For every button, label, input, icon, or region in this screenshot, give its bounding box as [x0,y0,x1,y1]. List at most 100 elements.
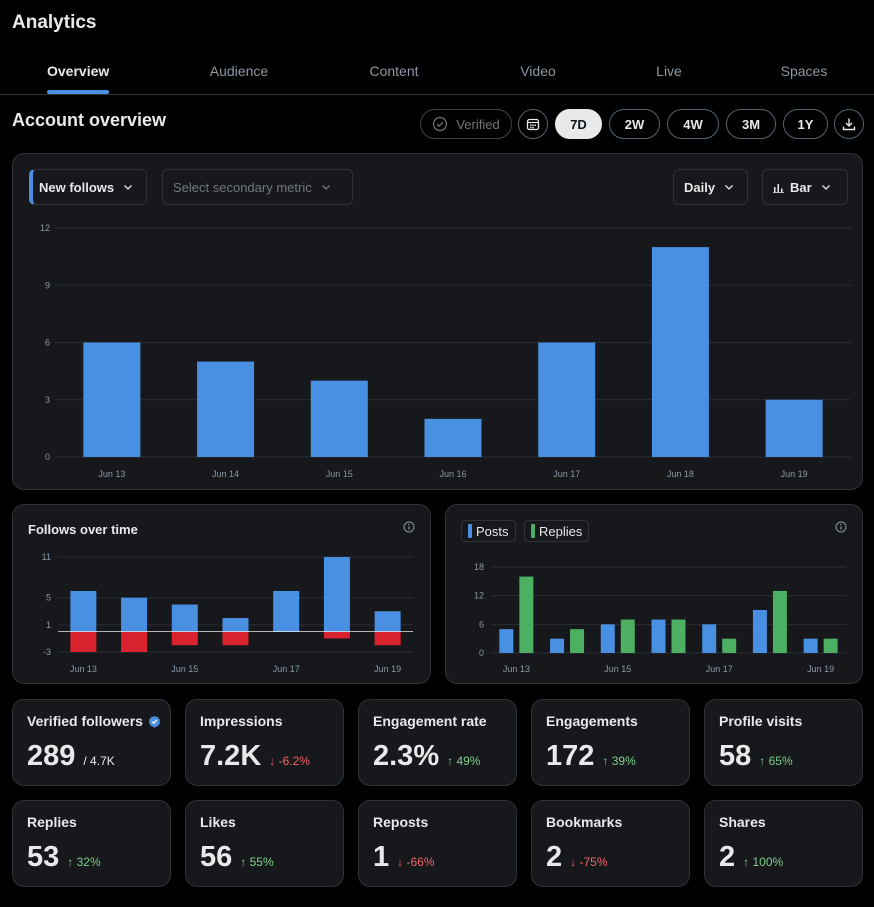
stat-label: Verified followers [27,713,161,729]
replies-bar [823,638,838,653]
download-icon [842,117,856,131]
stat-value-row: 56 ↑ 55% [200,841,274,874]
secondary-metric-dropdown[interactable]: Select secondary metric [162,169,353,205]
tab-spaces[interactable]: Spaces [780,63,828,79]
stat-label-text: Likes [200,814,236,830]
posts-bar [499,629,514,653]
x-tick-label: Jun 17 [706,664,733,674]
bar [310,380,368,457]
x-tick-label: Jun 16 [439,469,466,479]
posts-bar [600,624,615,653]
primary-metric-dropdown[interactable]: New follows [29,169,147,205]
tab-content[interactable]: Content [369,63,419,79]
y-tick-label: 5 [46,593,51,603]
follows-over-time-card: Follows over time -3 1 5 11 Jun 13 Jun 15 Jun … [12,504,431,684]
range-1y-button[interactable]: 1Y [783,109,828,139]
verified-filter-label: Verified [456,116,500,132]
bar-chart-icon [773,182,784,193]
stat-label-text: Engagements [546,713,638,729]
legend-posts[interactable]: Posts [461,520,516,542]
x-tick-label: Jun 19 [781,469,808,479]
tab-bar: Overview Audience Content Video Live Spa… [0,52,874,95]
bar [83,342,141,457]
legend-replies[interactable]: Replies [524,520,590,542]
verified-badge-icon [148,715,161,728]
x-tick-label: Jun 14 [212,469,239,479]
x-tick-label: Jun 13 [98,469,125,479]
range-4w-button[interactable]: 4W [667,109,719,139]
x-tick-label: Jun 17 [273,664,300,674]
tab-overview[interactable]: Overview [47,52,109,94]
stat-card-replies[interactable]: Replies 53 ↑ 32% [12,800,171,887]
gain-bar [70,590,97,632]
delta-up: ↑ 32% [67,855,101,869]
bar [538,342,596,457]
stat-label-text: Replies [27,814,77,830]
info-icon[interactable] [403,521,415,533]
stat-card-verified-followers[interactable]: Verified followers 289 / 4.7K [12,699,171,786]
stat-value-row: 7.2K ↓ -6.2% [200,740,310,773]
gain-bar [171,604,198,632]
stat-card-likes[interactable]: Likes 56 ↑ 55% [185,800,344,887]
granularity-label: Daily [684,179,716,195]
range-7d-button[interactable]: 7D [555,109,602,139]
main-chart-card: New follows Select secondary metric Dail… [12,153,863,490]
stat-value-row: 53 ↑ 32% [27,841,101,874]
stat-card-engagement-rate[interactable]: Engagement rate 2.3% ↑ 49% [358,699,517,786]
chart-type-dropdown[interactable]: Bar [762,169,848,205]
legend-swatch [468,524,472,538]
stat-value-row: 2.3% ↑ 49% [373,740,480,773]
section-title: Account overview [12,110,167,130]
delta-up: ↑ 49% [447,754,481,768]
chevron-down-icon [320,181,332,193]
x-tick-label: Jun 13 [70,664,97,674]
stat-card-reposts[interactable]: Reposts 1 ↓ -66% [358,800,517,887]
stat-value-row: 2 ↑ 100% [719,841,783,874]
stat-card-shares[interactable]: Shares 2 ↑ 100% [704,800,863,887]
stat-value: 2 [719,841,736,873]
y-tick-label: 12 [40,223,50,233]
chevron-down-icon [820,181,832,193]
loss-bar [323,631,350,639]
y-tick-label: -3 [43,647,51,657]
replies-bar [772,590,787,653]
x-tick-label: Jun 13 [503,664,530,674]
delta-down: ↓ -75% [570,855,608,869]
stat-value: 58 [719,740,752,772]
delta-up: ↑ 55% [240,855,274,869]
tab-audience[interactable]: Audience [209,63,269,79]
stat-label: Engagement rate [373,713,487,729]
loss-bar [121,631,148,652]
verified-filter-button[interactable]: Verified [420,109,512,139]
stat-label-text: Engagement rate [373,713,487,729]
x-tick-label: Jun 15 [604,664,631,674]
tab-live[interactable]: Live [656,63,682,79]
delta-up: ↑ 65% [759,754,793,768]
granularity-dropdown[interactable]: Daily [673,169,748,205]
range-2w-button[interactable]: 2W [609,109,660,139]
stat-value-row: 289 / 4.7K [27,740,115,773]
stat-value: 289 [27,740,76,772]
replies-bar [722,638,737,653]
stat-label: Engagements [546,713,638,729]
gain-bar [222,618,249,632]
calendar-button[interactable] [518,109,548,139]
info-icon[interactable] [835,521,847,533]
tab-video[interactable]: Video [520,63,556,79]
delta-up: ↑ 39% [602,754,636,768]
stat-card-impressions[interactable]: Impressions 7.2K ↓ -6.2% [185,699,344,786]
download-button[interactable] [834,109,864,139]
stat-value: 56 [200,841,233,873]
stat-value: 2 [546,841,563,873]
stat-card-bookmarks[interactable]: Bookmarks 2 ↓ -75% [531,800,690,887]
range-3m-button[interactable]: 3M [726,109,776,139]
legend-replies-label: Replies [539,523,583,539]
stat-card-engagements[interactable]: Engagements 172 ↑ 39% [531,699,690,786]
posts-bar [702,624,717,653]
stat-card-profile-visits[interactable]: Profile visits 58 ↑ 65% [704,699,863,786]
y-tick-label: 18 [474,562,484,572]
chevron-down-icon [122,181,134,193]
x-tick-label: Jun 19 [374,664,401,674]
stat-value-row: 2 ↓ -75% [546,841,608,874]
y-tick-label: 12 [474,591,484,601]
